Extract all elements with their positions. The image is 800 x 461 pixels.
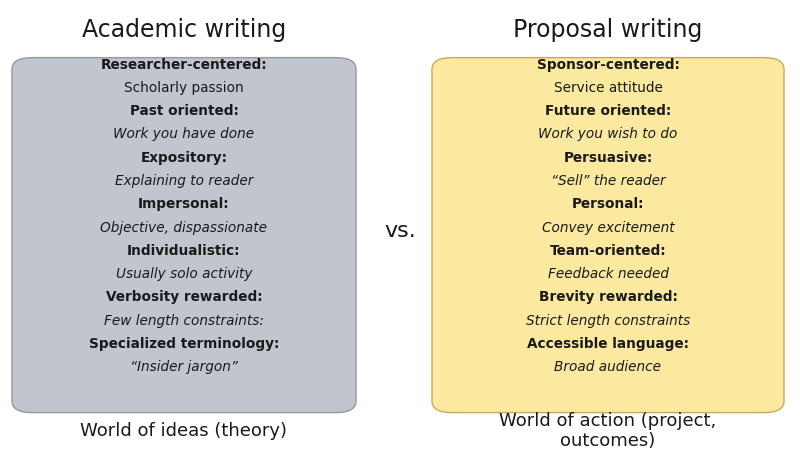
Text: Individualistic:: Individualistic: [127,244,241,258]
Text: Service attitude: Service attitude [554,81,662,95]
Text: Researcher-centered:: Researcher-centered: [101,58,267,71]
Text: Impersonal:: Impersonal: [138,197,230,211]
Text: Work you have done: Work you have done [114,127,254,142]
Text: Broad audience: Broad audience [554,361,662,374]
Text: Future oriented:: Future oriented: [545,104,671,118]
Text: Specialized terminology:: Specialized terminology: [89,337,279,351]
Text: Team-oriented:: Team-oriented: [550,244,666,258]
Text: Proposal writing: Proposal writing [514,18,702,42]
Text: Sponsor-centered:: Sponsor-centered: [537,58,679,71]
Text: Accessible language:: Accessible language: [527,337,689,351]
FancyBboxPatch shape [12,58,356,413]
Text: vs.: vs. [384,220,416,241]
Text: Strict length constraints: Strict length constraints [526,313,690,328]
FancyBboxPatch shape [432,58,784,413]
Text: Brevity rewarded:: Brevity rewarded: [538,290,678,304]
Text: Usually solo activity: Usually solo activity [116,267,252,281]
Text: World of action (project,
outcomes): World of action (project, outcomes) [499,412,717,450]
Text: Past oriented:: Past oriented: [130,104,238,118]
Text: “Insider jargon”: “Insider jargon” [130,361,238,374]
Text: Objective, dispassionate: Objective, dispassionate [101,221,267,235]
Text: Convey excitement: Convey excitement [542,221,674,235]
Text: Work you wish to do: Work you wish to do [538,127,678,142]
Text: Personal:: Personal: [572,197,644,211]
Text: Verbosity rewarded:: Verbosity rewarded: [106,290,262,304]
Text: Academic writing: Academic writing [82,18,286,42]
Text: Persuasive:: Persuasive: [563,151,653,165]
Text: “Sell” the reader: “Sell” the reader [550,174,666,188]
Text: Expository:: Expository: [141,151,227,165]
Text: Explaining to reader: Explaining to reader [115,174,253,188]
Text: Scholarly passion: Scholarly passion [124,81,244,95]
Text: World of ideas (theory): World of ideas (theory) [81,422,287,440]
Text: Few length constraints:: Few length constraints: [104,313,264,328]
Text: Feedback needed: Feedback needed [547,267,669,281]
